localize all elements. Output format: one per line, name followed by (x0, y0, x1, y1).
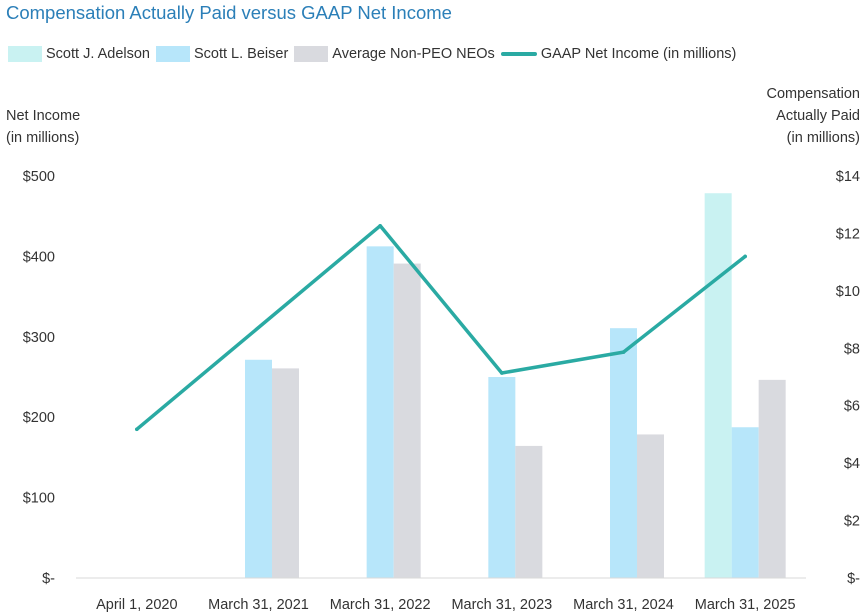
bar-average-non-peo-neos (515, 445, 543, 578)
right-axis-tick-label: $12 (836, 226, 860, 242)
left-axis-title-line: (in millions) (6, 130, 80, 146)
chart-title: Compensation Actually Paid versus GAAP N… (6, 2, 452, 23)
legend-label-non-peo: Average Non-PEO NEOs (332, 46, 495, 62)
left-axis-tick-label: $300 (23, 330, 55, 346)
bar-average-non-peo-neos (272, 368, 299, 578)
x-axis-tick-label: March 31, 2023 (451, 597, 552, 613)
bar-scott-l-beiser (366, 246, 394, 578)
line-point-net-income (500, 371, 504, 375)
x-axis-tick-label: March 31, 2022 (330, 597, 431, 613)
bar-scott-l-beiser (245, 359, 272, 578)
legend-label-adelson: Scott J. Adelson (46, 46, 150, 62)
line-point-net-income (135, 427, 139, 432)
x-axis-tick-label: March 31, 2021 (208, 597, 309, 613)
legend-item-beiser: Scott L. Beiser (155, 46, 289, 62)
bar-scott-l-beiser (488, 377, 516, 578)
right-axis-tick-label: $4 (844, 456, 860, 472)
left-axis-title: Net Income (in millions) (6, 105, 80, 149)
bar-scott-l-beiser (731, 427, 759, 578)
legend-label-net-income: GAAP Net Income (in millions) (540, 46, 737, 62)
left-axis-tick-label: $400 (23, 249, 55, 265)
left-axis-title-line: Net Income (6, 108, 81, 124)
legend-item-non-peo: Average Non-PEO NEOs (294, 46, 495, 62)
x-axis-tick-label: March 31, 2025 (695, 597, 796, 613)
chart-legend: Scott J. Adelson Scott L. Beiser Average… (8, 46, 742, 62)
right-axis-tick-label: $- (847, 571, 860, 587)
legend-item-adelson: Scott J. Adelson (8, 46, 150, 62)
right-axis-tick-label: $10 (836, 284, 860, 300)
legend-label-beiser: Scott L. Beiser (193, 46, 289, 62)
line-point-net-income (743, 254, 747, 259)
right-axis-tick-label: $8 (844, 341, 860, 357)
left-axis-tick-label: $- (42, 571, 55, 587)
legend-swatch-net-income (500, 52, 537, 56)
x-axis-tick-label: April 1, 2020 (96, 597, 177, 613)
right-axis-tick-label: $14 (836, 169, 860, 185)
right-axis-title-line: Compensation (766, 86, 861, 102)
x-axis-tick-label: March 31, 2024 (573, 597, 674, 613)
right-axis-tick-label: $2 (844, 514, 860, 530)
legend-swatch-adelson (8, 46, 42, 62)
line-point-net-income (621, 350, 626, 354)
legend-item-net-income: GAAP Net Income (in millions) (500, 46, 737, 62)
legend-swatch-non-peo (294, 46, 329, 62)
right-axis-title-line: (in millions) (786, 130, 860, 146)
right-axis-title: Compensation Actually Paid (in millions) (767, 83, 861, 149)
bar-average-non-peo-neos (393, 263, 421, 578)
right-axis-tick-label: $6 (844, 399, 860, 415)
bar-scott-j-adelson (704, 193, 732, 578)
line-net-income (135, 224, 747, 432)
legend-swatch-beiser (155, 46, 190, 62)
left-axis-tick-label: $500 (23, 169, 55, 185)
line-point-net-income (378, 224, 382, 228)
bar-scott-l-beiser (610, 328, 637, 578)
bar-average-non-peo-neos (758, 379, 786, 578)
bar-average-non-peo-neos (637, 434, 664, 578)
right-axis-title-line: Actually Paid (776, 108, 860, 124)
left-axis-tick-label: $100 (23, 491, 55, 507)
left-axis-tick-label: $200 (23, 410, 55, 426)
